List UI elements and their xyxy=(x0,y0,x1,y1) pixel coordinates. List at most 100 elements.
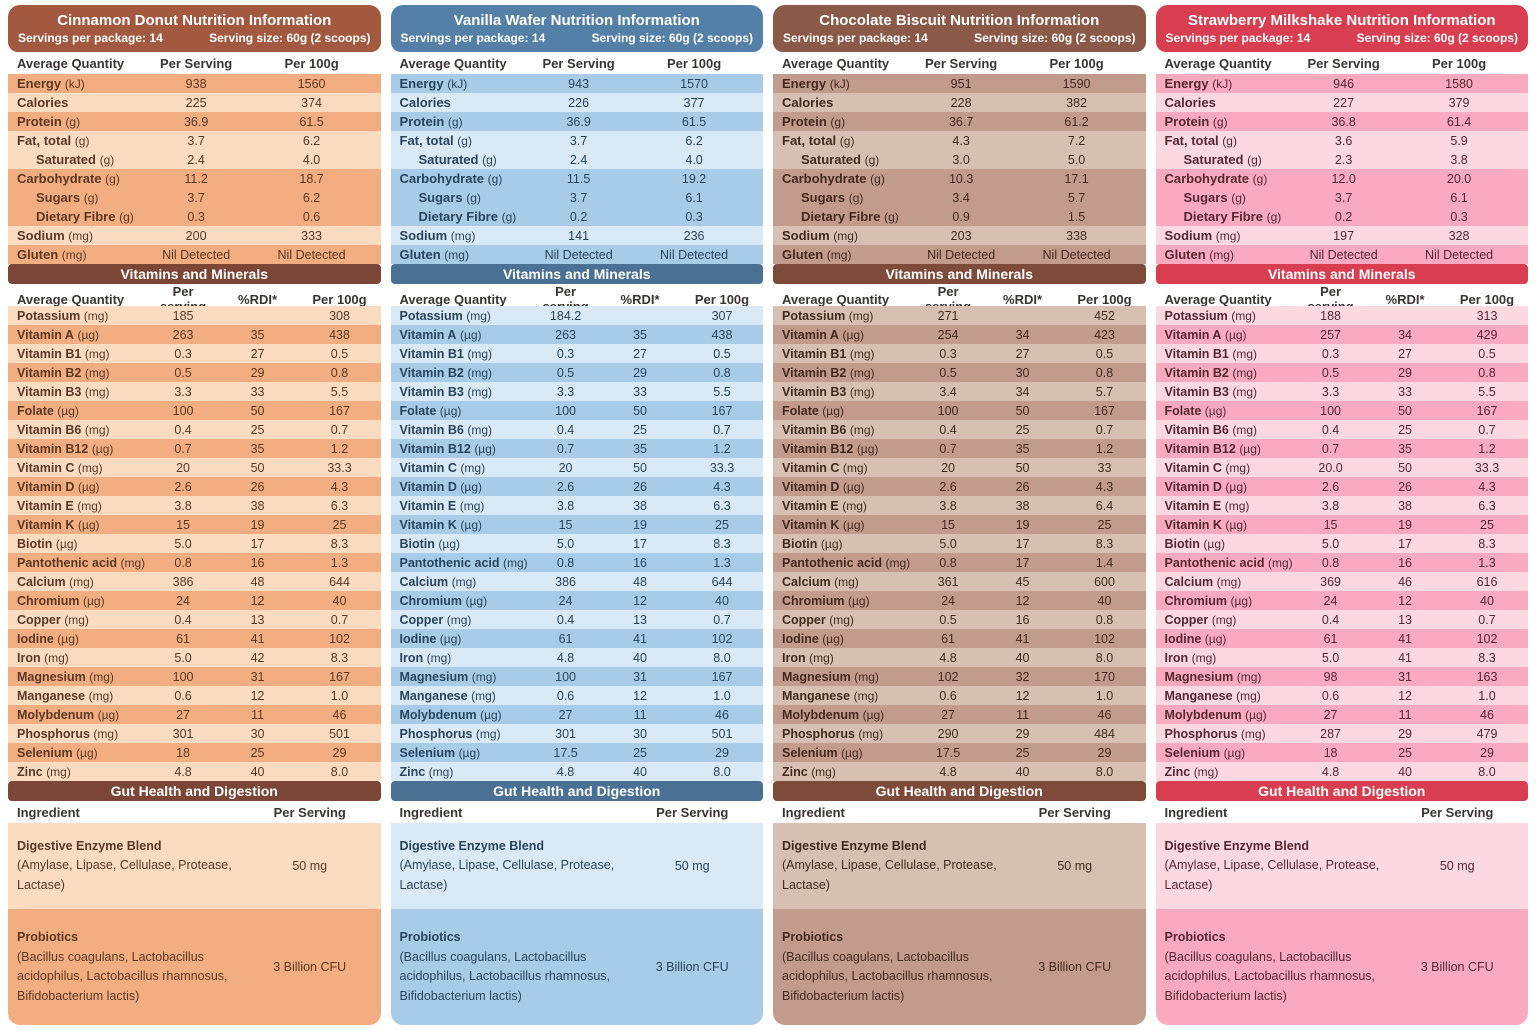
value-cell: 600 xyxy=(1094,574,1115,589)
value-cell: 5.0 xyxy=(556,536,575,551)
value-cell: 4.8 xyxy=(174,764,192,779)
nutrient-unit: (g) xyxy=(884,210,899,224)
nutrition-panel-vanilla-wafer: Vanilla Wafer Nutrition Information Servi… xyxy=(390,5,763,1025)
vitamin-label: Vitamin B2 (mg) xyxy=(8,366,150,380)
vitamin-name: Iron xyxy=(1164,650,1189,665)
vitamin-label: Zinc (mg) xyxy=(1156,765,1298,779)
gut-table-header: Ingredient Per Serving xyxy=(8,801,381,823)
value-cell: 3.3 xyxy=(1321,384,1340,399)
vitamin-row: Phosphorus (mg) 290 29 484 xyxy=(773,724,1146,743)
value-cell: 2.6 xyxy=(174,479,192,494)
vitamin-name: Vitamin A xyxy=(17,327,74,342)
vitamin-label: Molybdenum (µg) xyxy=(8,708,150,722)
value-cell: 40 xyxy=(1015,650,1030,665)
vitamin-name: Zinc xyxy=(17,764,43,779)
value-cell: 203 xyxy=(950,228,972,243)
nutrition-row: Energy (kJ) 951 1590 xyxy=(773,74,1146,93)
column-header: Per 100g xyxy=(312,291,367,307)
value-cell: 32 xyxy=(1015,669,1030,684)
nutrition-row: Dietary Fibre (g) 0.3 0.6 xyxy=(8,207,381,226)
nutrient-unit: (g) xyxy=(83,191,99,205)
nutrient-unit: (g) xyxy=(487,172,503,186)
vitamin-name: Chromium xyxy=(782,593,845,608)
vitamin-unit: (µg) xyxy=(458,745,481,760)
vitamin-unit: (µg) xyxy=(97,707,120,722)
vitamin-label: Vitamin K (µg) xyxy=(773,518,915,532)
nutrient-name: Carbohydrate xyxy=(782,171,867,186)
vitamin-row: Potassium (mg) 271 452 xyxy=(773,306,1146,325)
value-cell: 338 xyxy=(1066,228,1087,243)
value-cell: 3.8 xyxy=(556,498,575,513)
value-cell: 17 xyxy=(1398,536,1413,551)
ingredient-row: Probiotics (Bacillus coagulans, Lactobaci… xyxy=(390,909,763,1025)
value-cell: 29 xyxy=(1398,726,1413,741)
value-cell: 938 xyxy=(185,76,207,91)
value-cell: 3.7 xyxy=(187,133,205,148)
value-cell: 0.4 xyxy=(556,422,575,437)
vitamin-name: Vitamin K xyxy=(399,517,457,532)
vitamin-label: Vitamin A (µg) xyxy=(1156,328,1298,342)
value-cell: 290 xyxy=(937,726,959,741)
value-cell: 102 xyxy=(1476,631,1498,646)
value-cell: 0.3 xyxy=(685,209,703,224)
value-cell: 17.1 xyxy=(1064,171,1089,186)
vitamin-label: Biotin (µg) xyxy=(8,537,150,551)
vitamin-name: Selenium xyxy=(399,745,456,760)
value-cell: 263 xyxy=(172,327,194,342)
vitamin-row: Vitamin B3 (mg) 3.3 33 5.5 xyxy=(1155,382,1528,401)
value-cell: 17.5 xyxy=(935,745,961,760)
value-cell: 386 xyxy=(172,574,194,589)
value-cell: 40 xyxy=(1480,593,1494,608)
vitamin-unit: (mg) xyxy=(858,726,884,741)
vitamin-unit: (µg) xyxy=(820,536,843,551)
vitamin-label: Vitamin B2 (mg) xyxy=(391,366,533,380)
value-cell: 100 xyxy=(937,403,959,418)
vitamin-label: Vitamin A (µg) xyxy=(8,328,150,342)
serving-meta: Servings per package: 14 Serving size: 60… xyxy=(18,31,371,46)
value-cell: 5.9 xyxy=(1450,133,1468,148)
vitamin-label: Calcium (mg) xyxy=(773,575,915,589)
value-cell: 479 xyxy=(1476,726,1498,741)
value-cell: 0.3 xyxy=(187,209,205,224)
column-header: Ingredient xyxy=(782,804,845,820)
value-cell: 3 Billion CFU xyxy=(1038,960,1112,975)
vitamin-row: Molybdenum (µg) 27 11 46 xyxy=(390,705,763,724)
vitamin-name: Vitamin E xyxy=(782,498,839,513)
vitamin-row: Vitamin E (mg) 3.8 38 6.3 xyxy=(8,496,381,515)
value-cell: 4.0 xyxy=(302,152,321,167)
value-cell: 8.3 xyxy=(1478,650,1496,665)
nutrient-label: Saturated (g) xyxy=(773,152,915,167)
vitamin-row: Magnesium (mg) 102 32 170 xyxy=(773,667,1146,686)
vitamin-unit: (mg) xyxy=(1225,460,1251,475)
vitamin-label: Vitamin D (µg) xyxy=(391,480,533,494)
value-cell: Nil Detected xyxy=(1042,247,1111,262)
value-cell: 1.3 xyxy=(330,555,349,570)
vitamin-unit: (µg) xyxy=(474,441,496,456)
vitamin-label: Magnesium (mg) xyxy=(773,670,915,684)
vitamin-label: Iron (mg) xyxy=(773,651,915,665)
value-cell: 24 xyxy=(1323,593,1338,608)
value-cell: 200 xyxy=(185,228,207,243)
nutrient-name: Dietary Fibre xyxy=(1183,209,1263,224)
gut-section-title: Gut Health and Digestion xyxy=(390,781,763,801)
value-cell: 374 xyxy=(301,95,322,110)
vitamin-unit: (mg) xyxy=(1236,688,1261,703)
nutrient-name: Gluten xyxy=(17,247,59,262)
value-cell: 61 xyxy=(941,631,956,646)
value-cell: 0.8 xyxy=(174,555,192,570)
value-cell: 438 xyxy=(711,327,733,342)
vitamin-unit: (mg) xyxy=(1268,555,1293,570)
vitamin-name: Manganese xyxy=(399,688,468,703)
value-cell: 24 xyxy=(558,593,573,608)
value-cell: 257 xyxy=(1320,327,1341,342)
vitamin-name: Folate xyxy=(782,403,819,418)
nutrient-unit: (kJ) xyxy=(64,77,85,91)
vitamin-row: Phosphorus (mg) 301 30 501 xyxy=(390,724,763,743)
vitamin-name: Vitamin B12 xyxy=(1164,441,1236,456)
value-cell: 226 xyxy=(568,95,590,110)
value-cell: 0.5 xyxy=(556,365,575,380)
value-cell: 19 xyxy=(1398,517,1413,532)
value-cell: 4.8 xyxy=(1321,764,1340,779)
value-cell: 41 xyxy=(1015,631,1030,646)
